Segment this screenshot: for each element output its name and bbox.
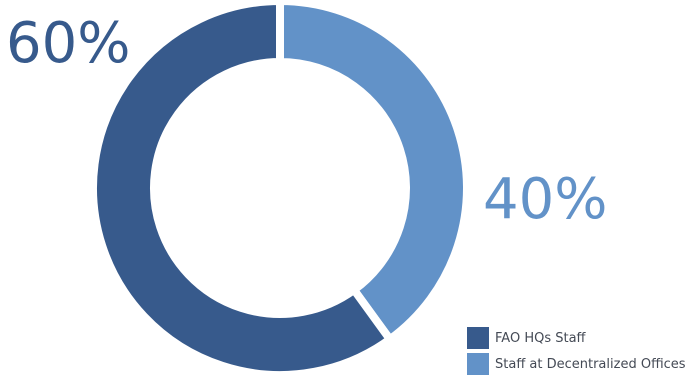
legend-label-decentralized-staff: Staff at Decentralized Offices [495, 356, 686, 372]
legend-swatch-decentralized-staff [467, 353, 489, 375]
donut-slice-hq-staff [89, 0, 396, 379]
donut-labels: 60% 40% [6, 11, 607, 232]
legend-item-hq-staff: FAO HQs Staff [467, 327, 686, 349]
donut-slices [89, 0, 471, 379]
donut-label-hq-staff: 60% [6, 11, 130, 76]
donut-slice-decentralized-staff [276, 0, 471, 345]
donut-label-decentralized-staff: 40% [483, 167, 607, 232]
legend-label-hq-staff: FAO HQs Staff [495, 330, 586, 346]
chart-legend: FAO HQs Staff Staff at Decentralized Off… [467, 327, 686, 379]
legend-item-decentralized-staff: Staff at Decentralized Offices [467, 353, 686, 375]
legend-swatch-hq-staff [467, 327, 489, 349]
